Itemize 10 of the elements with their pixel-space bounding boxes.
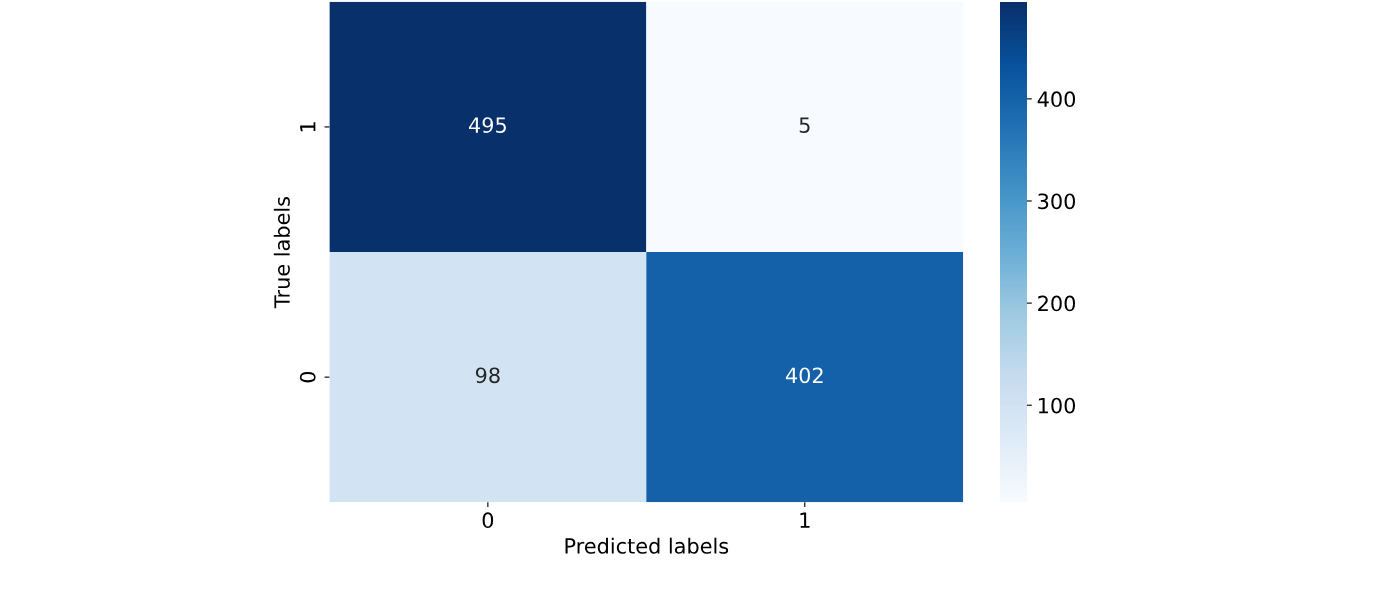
color-bar-label: 200 xyxy=(1038,295,1076,312)
data-label: 402 xyxy=(785,367,823,384)
data-label: 495 xyxy=(469,117,506,133)
x-axis-title: Predicted labels xyxy=(565,537,729,554)
y-axis-title: True labels xyxy=(273,197,290,309)
data-label: 98 xyxy=(475,367,500,384)
color-bar-label: 100 xyxy=(1038,397,1076,414)
data-label: 5 xyxy=(799,117,810,133)
color-bar-label: 400 xyxy=(1037,91,1076,108)
color-bar-label: 300 xyxy=(1038,193,1076,210)
